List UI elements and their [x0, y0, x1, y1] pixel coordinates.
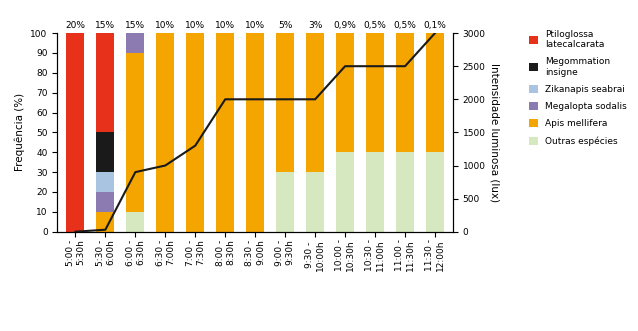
- Bar: [126, 13, 144, 33]
- Bar: [96, 172, 114, 192]
- Bar: [96, 192, 114, 212]
- Bar: [336, 152, 354, 232]
- Text: 10%: 10%: [215, 21, 235, 30]
- Bar: [66, 33, 84, 232]
- Bar: [96, 132, 114, 172]
- Bar: [426, 152, 444, 232]
- Text: 0,9%: 0,9%: [334, 21, 357, 30]
- Bar: [276, 172, 294, 232]
- Text: 5%: 5%: [278, 21, 292, 30]
- Bar: [126, 0, 144, 13]
- Text: 10%: 10%: [245, 21, 265, 30]
- Bar: [216, 33, 234, 232]
- Text: 10%: 10%: [185, 21, 205, 30]
- Bar: [306, 33, 324, 172]
- Bar: [396, 33, 414, 152]
- Text: 15%: 15%: [125, 21, 145, 30]
- Y-axis label: Intensidade luminosa (lux): Intensidade luminosa (lux): [489, 63, 500, 202]
- Bar: [96, 212, 114, 232]
- Bar: [186, 33, 204, 232]
- Text: 3%: 3%: [308, 21, 322, 30]
- Text: 0,5%: 0,5%: [364, 21, 387, 30]
- Bar: [306, 172, 324, 232]
- Bar: [156, 33, 174, 232]
- Text: 15%: 15%: [95, 21, 115, 30]
- Y-axis label: Frequência (%): Frequência (%): [15, 93, 25, 171]
- Text: 10%: 10%: [155, 21, 175, 30]
- Bar: [126, 53, 144, 212]
- Bar: [96, 33, 114, 132]
- Bar: [426, 33, 444, 152]
- Bar: [246, 33, 264, 232]
- Text: 0,5%: 0,5%: [394, 21, 417, 30]
- Bar: [366, 33, 384, 152]
- Bar: [126, 212, 144, 232]
- Bar: [396, 152, 414, 232]
- Bar: [336, 33, 354, 152]
- Text: 0,1%: 0,1%: [424, 21, 447, 30]
- Bar: [276, 33, 294, 172]
- Bar: [126, 33, 144, 53]
- Text: 20%: 20%: [66, 21, 85, 30]
- Legend: Ptiloglossa
latecalcarata, Megommation
insigne, Zikanapis seabrai, Megalopta sod: Ptiloglossa latecalcarata, Megommation i…: [529, 30, 627, 146]
- Bar: [366, 152, 384, 232]
